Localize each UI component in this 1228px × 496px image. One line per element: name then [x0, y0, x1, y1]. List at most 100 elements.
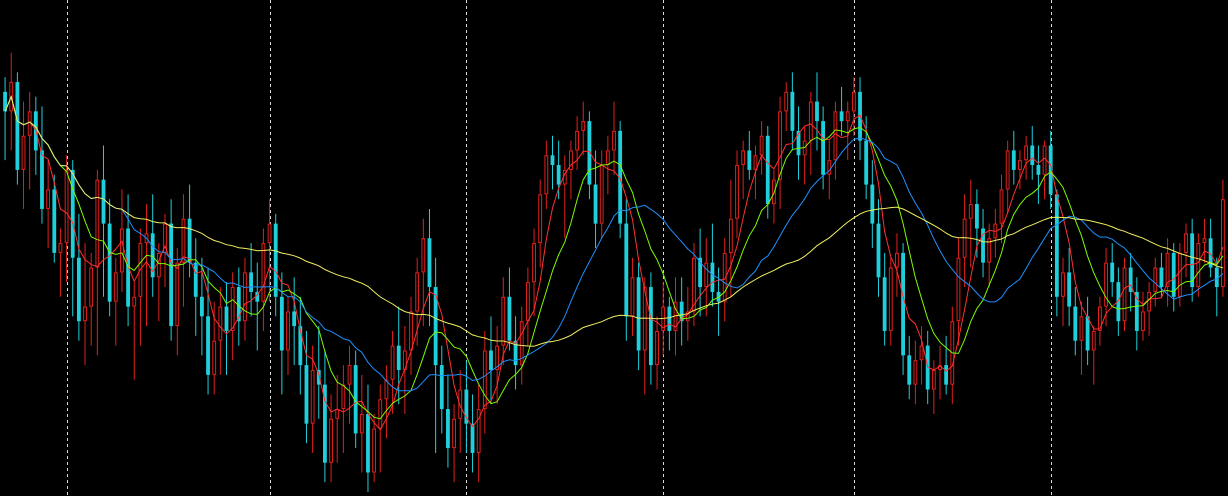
candle: [107, 199, 112, 317]
candle-body: [415, 272, 420, 312]
candle-body: [1208, 238, 1213, 268]
candle-body: [753, 155, 758, 170]
candle-body: [1110, 262, 1115, 283]
candle-body: [593, 184, 598, 224]
candle: [3, 77, 7, 161]
candle-body: [1005, 150, 1010, 190]
candle-body: [396, 345, 401, 370]
candle-body: [199, 296, 204, 317]
candle: [298, 296, 303, 395]
candle-body: [132, 296, 137, 307]
candle-body: [931, 370, 936, 390]
candle-body: [815, 101, 819, 122]
candle-body: [907, 355, 912, 385]
candle: [882, 252, 887, 346]
candle-body: [1104, 262, 1108, 307]
candle: [679, 277, 684, 346]
candle-body: [353, 365, 358, 434]
candle-body: [808, 101, 813, 141]
candle-body: [482, 350, 487, 410]
candle-body: [224, 306, 229, 331]
candle-body: [273, 223, 278, 297]
candle-body: [366, 413, 370, 473]
candle-body: [1221, 199, 1225, 288]
candle: [372, 413, 377, 483]
candle-body: [827, 160, 832, 175]
candle: [1208, 218, 1213, 278]
candle: [384, 365, 389, 439]
candle: [40, 106, 44, 224]
candle-body: [636, 277, 641, 351]
candle-body: [292, 311, 297, 327]
candle: [329, 394, 333, 483]
candle-body: [999, 189, 1004, 224]
candle: [236, 267, 241, 346]
candle: [89, 252, 94, 346]
candle-body: [1190, 233, 1195, 288]
candle-body: [1153, 267, 1158, 292]
candle: [1091, 326, 1096, 385]
candle-body: [839, 111, 844, 122]
candle: [175, 248, 180, 356]
candle-body: [1147, 291, 1152, 312]
candle-body: [439, 365, 444, 410]
candle: [439, 345, 444, 434]
candle: [366, 384, 370, 492]
candle-body: [70, 169, 75, 258]
candle: [347, 345, 352, 424]
candle-body: [21, 135, 26, 170]
candle-body: [107, 223, 112, 302]
candle-body: [1128, 267, 1133, 292]
candle: [513, 316, 518, 390]
candle-body: [956, 257, 961, 322]
candle: [495, 326, 500, 405]
candle-body: [895, 252, 899, 268]
candle: [150, 194, 155, 297]
candle-body: [981, 228, 985, 263]
vertical-gridlines: [67, 0, 1052, 496]
candle: [999, 174, 1004, 244]
candle-body: [218, 306, 223, 341]
candle-body: [89, 267, 94, 307]
candle-body: [538, 194, 543, 244]
candle: [359, 374, 364, 473]
candle: [476, 384, 481, 483]
candle-body: [255, 291, 260, 302]
moving-average-lines: [4, 95, 1224, 431]
candle-body: [476, 409, 481, 453]
candle-body: [525, 282, 530, 322]
candle: [507, 267, 512, 351]
candle: [255, 262, 260, 351]
candle-body: [113, 272, 118, 302]
candle-body: [728, 218, 733, 253]
candle-body: [458, 389, 463, 419]
candle-body: [304, 365, 309, 424]
candle-body: [95, 179, 100, 268]
candle-body: [150, 233, 155, 278]
candle-body: [40, 150, 44, 209]
candle: [581, 101, 586, 156]
candle-body: [513, 340, 518, 366]
candle: [888, 257, 893, 346]
candle: [230, 272, 235, 361]
candle-body: [778, 111, 782, 180]
candle: [1159, 252, 1164, 297]
candle-body: [974, 204, 979, 229]
candle-body: [1159, 267, 1164, 288]
candle: [64, 155, 69, 283]
candle-body: [1098, 306, 1102, 331]
candle: [981, 208, 985, 278]
candle: [538, 179, 543, 268]
candle-body: [1134, 291, 1139, 331]
candle-body: [655, 330, 659, 366]
candle: [765, 126, 770, 219]
candle-body: [507, 296, 512, 341]
candle-body: [267, 223, 272, 244]
candle-body: [1122, 267, 1127, 322]
candle: [612, 101, 616, 175]
candle: [1067, 248, 1072, 327]
candle-body: [378, 399, 383, 429]
candle-body: [489, 350, 493, 370]
candle-body: [870, 184, 875, 224]
candle: [310, 345, 315, 453]
